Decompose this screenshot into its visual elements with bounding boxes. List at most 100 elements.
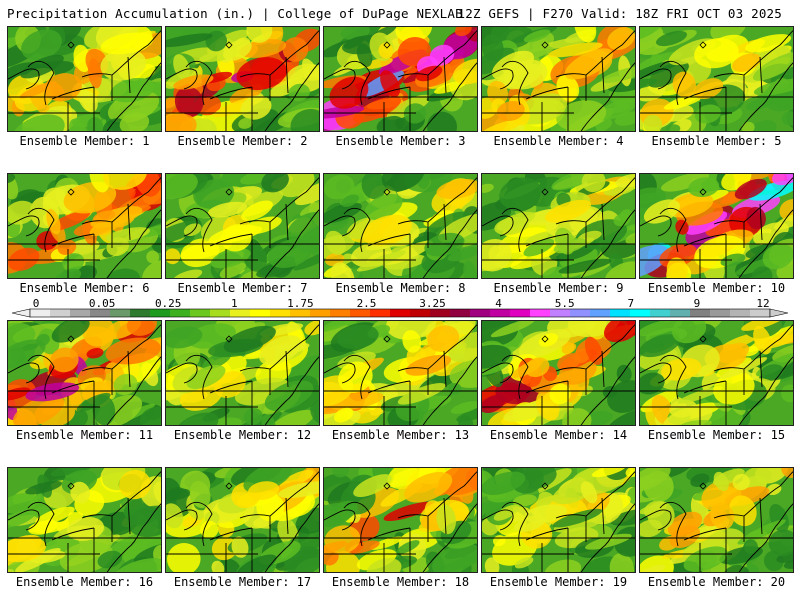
ensemble-panel [7,26,162,132]
colorbar-tick-label: 9 [693,297,701,310]
station-marker-icon [67,41,75,49]
precip-map [166,468,319,572]
colorbar-tick-label: 2.5 [356,297,377,310]
colorbar-swatch [30,309,51,317]
precip-map [482,174,635,278]
colorbar-tick-label: 12 [756,297,770,310]
ensemble-member-label: Ensemble Member: 16 [15,575,154,589]
colorbar-left-arrow [11,308,31,318]
ensemble-panel [323,173,478,279]
ensemble-panel [639,320,794,426]
ensemble-panel [481,320,636,426]
colorbar-swatch [510,309,531,317]
colorbar-swatch [410,309,431,317]
ensemble-panel [481,26,636,132]
colorbar-swatch [270,309,291,317]
precip-map [166,27,319,131]
map-outlines [324,177,477,278]
colorbar-swatch [490,309,511,317]
colorbar-swatch [370,309,391,317]
colorbar-swatch [470,309,491,317]
colorbar-swatch [590,309,611,317]
colorbar-swatch [290,309,311,317]
colorbar-swatch [70,309,91,317]
colorbar-swatch [310,309,331,317]
station-marker-icon [225,482,233,490]
run-info: 12Z GEFS | F270 Valid: 18Z FRI OCT 03 20… [457,6,782,21]
precip-map [8,468,161,572]
map-outlines [640,177,793,278]
map-outlines [482,30,635,131]
colorbar-swatch [750,309,771,317]
ensemble-panel [481,173,636,279]
colorbar-swatch [250,309,271,317]
precip-map [324,174,477,278]
precip-map [166,321,319,425]
ensemble-panel [323,467,478,573]
colorbar-swatch [610,309,631,317]
colorbar-swatch [570,309,591,317]
colorbar-swatch [730,309,751,317]
colorbar-swatch [330,309,351,317]
precip-map [640,174,793,278]
map-outlines [324,471,477,572]
map-outlines [8,177,161,278]
map-outlines [166,30,319,131]
ensemble-member-label: Ensemble Member: 17 [173,575,312,589]
station-marker-icon [67,335,75,343]
precip-map [8,27,161,131]
colorbar-tick-label: 0.25 [154,297,182,310]
colorbar-swatch [230,309,251,317]
ensemble-member-label: Ensemble Member: 15 [647,428,786,442]
ensemble-panel [165,320,320,426]
station-marker-icon [699,188,707,196]
precip-map [166,174,319,278]
ensemble-member-label: Ensemble Member: 4 [493,134,624,148]
colorbar-tick-label: 3.25 [419,297,446,310]
colorbar-swatch [150,309,171,317]
colorbar-swatch [90,309,111,317]
map-outlines [640,471,793,572]
colorbar-swatch [650,309,671,317]
station-marker-icon [67,482,75,490]
ensemble-member-label: Ensemble Member: 5 [651,134,782,148]
station-marker-icon [383,41,391,49]
ensemble-member-label: Ensemble Member: 10 [647,281,786,295]
colorbar-swatch [550,309,571,317]
colorbar-swatch [430,309,451,317]
map-outlines [166,177,319,278]
ensemble-member-label: Ensemble Member: 7 [177,281,308,295]
ensemble-panel [7,467,162,573]
colorbar-swatch [630,309,651,317]
colorbar-swatch [450,309,471,317]
ensemble-panel [165,173,320,279]
station-marker-icon [541,335,549,343]
ensemble-member-label: Ensemble Member: 11 [15,428,154,442]
ensemble-member-label: Ensemble Member: 6 [19,281,150,295]
station-marker-icon [699,482,707,490]
colorbar-swatch [170,309,191,317]
map-outlines [482,324,635,425]
colorbar-right-arrow [769,308,789,318]
ensemble-panel [639,26,794,132]
ensemble-panel [7,173,162,279]
station-marker-icon [383,482,391,490]
precip-map [482,468,635,572]
map-outlines [324,30,477,131]
map-outlines [166,471,319,572]
colorbar-swatch [710,309,731,317]
colorbar-swatch [350,309,371,317]
precip-map [482,27,635,131]
colorbar-swatch [390,309,411,317]
precip-map [324,27,477,131]
ensemble-panel [639,173,794,279]
ensemble-member-label: Ensemble Member: 18 [331,575,470,589]
ensemble-panel [165,467,320,573]
ensemble-member-label: Ensemble Member: 14 [489,428,628,442]
ensemble-member-label: Ensemble Member: 3 [335,134,466,148]
ensemble-member-label: Ensemble Member: 8 [335,281,466,295]
colorbar-swatch [670,309,691,317]
station-marker-icon [541,482,549,490]
map-outlines [640,324,793,425]
colorbar-tick-label: 4 [495,297,502,310]
